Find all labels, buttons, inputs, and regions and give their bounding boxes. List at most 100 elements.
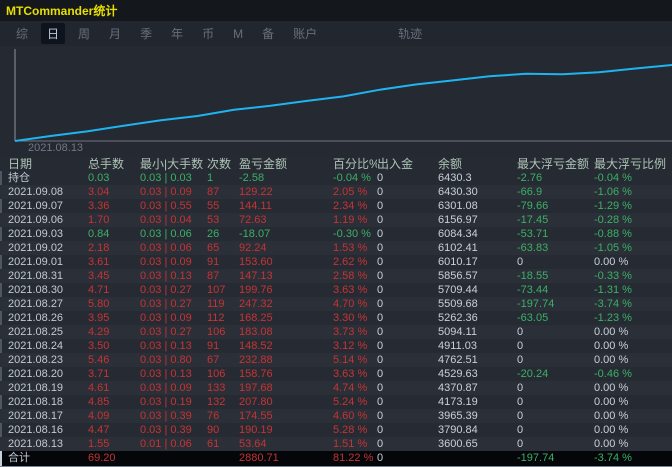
cell-inout: 0 <box>377 396 384 408</box>
cell-pct: 3.63 % <box>333 284 368 296</box>
table-row[interactable]: 2021.08.16 4.47 0.03 | 0.39 90 190.19 5.28 % 0… <box>0 423 672 437</box>
table-row[interactable]: 2021.08.18 4.85 0.03 | 0.19 132 207.80 5.24 %… <box>0 395 672 409</box>
table-row[interactable]: 2021.08.27 5.80 0.03 | 0.27 119 247.32 4.70 %… <box>0 297 672 311</box>
cell-count: 61 <box>207 438 220 450</box>
tab-综[interactable]: 综 <box>16 27 29 41</box>
cell-max-float-loss: 0 <box>517 438 524 450</box>
tab-M[interactable]: M <box>233 26 244 41</box>
cell-count: 91 <box>207 340 220 352</box>
cell-max-float-pct: -3.74 % <box>594 452 632 464</box>
tab-季[interactable]: 季 <box>140 27 153 41</box>
cell-pct: 2.34 % <box>333 200 368 212</box>
cell-inout: 0 <box>377 186 384 198</box>
table-row[interactable]: 2021.08.13 1.55 0.01 | 0.06 61 53.64 1.51 % 0 3… <box>0 437 672 451</box>
cell-balance <box>438 451 517 466</box>
table-row[interactable]: 2021.09.03 0.84 0.03 | 0.06 26 -18.07 -0.30 %… <box>0 227 672 241</box>
cell-max-float-pct: -0.28 % <box>594 214 632 226</box>
tab-轨迹[interactable]: 轨迹 <box>398 27 423 41</box>
cell-max-float-loss: -66.9 <box>517 186 543 198</box>
cell-max-float-loss: -63.83 <box>517 242 549 254</box>
equity-chart: 2021.08.13 <box>0 46 672 157</box>
table-row[interactable]: 2021.08.25 4.29 0.03 | 0.27 106 183.08 3.73 %… <box>0 325 672 339</box>
table-row[interactable]: 持仓 0.03 0.03 | 0.03 1 -2.58 -0.04 % 0 6430.3 -2.… <box>0 171 672 185</box>
cell-date: 2021.08.25 <box>8 326 64 338</box>
cell-balance: 6430.3 <box>438 172 472 184</box>
cell-date: 2021.08.23 <box>8 354 64 366</box>
cell-pnl: 207.80 <box>239 396 273 408</box>
cell-minmax-lots: 0.03 | 0.13 <box>140 340 192 352</box>
cell-pct: 1.53 % <box>333 242 368 254</box>
cell-pct: 1.51 % <box>333 438 368 450</box>
cell-date: 2021.09.08 <box>8 186 64 198</box>
cell-max-float-loss: 0 <box>517 340 524 352</box>
cell-inout: 0 <box>377 424 384 436</box>
cell-balance: 5509.68 <box>438 298 478 310</box>
cell-lots: 3.61 <box>88 256 110 268</box>
total-row[interactable]: 合计 69.20 2880.71 81.22 % 0 -197.74 -3.74 % <box>0 451 672 466</box>
table-row[interactable]: 2021.09.01 3.61 0.03 | 0.09 91 153.60 2.62 % 0… <box>0 255 672 269</box>
table-row[interactable]: 2021.09.07 3.36 0.03 | 0.55 55 144.11 2.34 % 0… <box>0 199 672 213</box>
table-row[interactable]: 2021.08.31 3.45 0.03 | 0.13 87 147.13 2.58 % 0… <box>0 269 672 283</box>
tab-币[interactable]: 币 <box>202 27 215 41</box>
tab-年[interactable]: 年 <box>171 27 184 41</box>
cell-lots: 3.50 <box>88 340 110 352</box>
cell-date: 2021.09.01 <box>8 256 64 268</box>
cell-pnl: 72.63 <box>239 214 267 226</box>
cell-max-float-pct: 0.00 % <box>594 340 629 352</box>
cell-pnl: 148.52 <box>239 340 273 352</box>
cell-lots: 3.45 <box>88 270 110 282</box>
table-row[interactable]: 2021.08.20 3.71 0.03 | 0.13 106 158.76 3.63 %… <box>0 367 672 381</box>
cell-balance: 6430.30 <box>438 186 478 198</box>
cell-date: 2021.08.17 <box>8 410 64 422</box>
equity-chart-canvas <box>14 49 672 142</box>
tab-账户[interactable]: 账户 <box>293 27 318 41</box>
cell-pnl: 2880.71 <box>239 452 279 464</box>
cell-date: 持仓 <box>8 172 30 184</box>
table-row[interactable]: 2021.09.08 3.04 0.03 | 0.09 87 129.22 2.05 % 0… <box>0 185 672 199</box>
cell-lots: 3.71 <box>88 368 110 380</box>
cell-pnl: 92.24 <box>239 242 267 254</box>
tab-日[interactable]: 日 <box>41 23 66 44</box>
cell-count: 87 <box>207 186 220 198</box>
cell-date: 2021.08.18 <box>8 396 64 408</box>
cell-pnl: 53.64 <box>239 438 267 450</box>
cell-inout: 0 <box>377 354 384 366</box>
titlebar[interactable]: MTCommander统计 <box>0 0 672 21</box>
cell-count: 87 <box>207 270 220 282</box>
table-row[interactable]: 2021.09.02 2.18 0.03 | 0.06 65 92.24 1.53 % 0 6… <box>0 241 672 255</box>
cell-max-float-pct: -0.33 % <box>594 270 632 282</box>
cell-max-float-loss: 0 <box>517 382 524 394</box>
cell-lots: 3.04 <box>88 186 110 198</box>
table-row[interactable]: 2021.08.23 5.46 0.03 | 0.80 67 232.88 5.14 % 0… <box>0 353 672 367</box>
cell-pct: 3.73 % <box>333 326 368 338</box>
cell-max-float-loss: 0 <box>517 424 524 436</box>
equity-line <box>14 64 672 142</box>
table-row[interactable]: 2021.08.30 4.71 0.03 | 0.27 107 199.76 3.63 %… <box>0 283 672 297</box>
table-header-row: 日期 总手数 最小|大手数 次数 盈亏金额 百分比% 出入金 余额 最大浮亏金额 最大浮亏比例 <box>0 157 672 171</box>
cell-minmax-lots: 0.03 | 0.09 <box>140 256 192 268</box>
cell-lots: 0.03 <box>88 172 110 184</box>
cell-date: 2021.08.31 <box>8 270 64 282</box>
table-row[interactable]: 2021.08.26 3.95 0.03 | 0.09 112 168.25 3.30 %… <box>0 311 672 325</box>
cell-lots: 69.20 <box>88 452 116 464</box>
cell-pnl: 197.68 <box>239 382 273 394</box>
cell-count: 106 <box>207 326 226 338</box>
cell-date: 2021.08.26 <box>8 312 64 324</box>
table-row[interactable]: 2021.08.24 3.50 0.03 | 0.13 91 148.52 3.12 % 0… <box>0 339 672 353</box>
cell-lots: 1.70 <box>88 214 110 226</box>
cell-pct: 5.24 % <box>333 396 368 408</box>
cell-max-float-pct: -1.29 % <box>594 200 632 212</box>
cell-max-float-loss: -20.24 <box>517 368 549 380</box>
tab-备[interactable]: 备 <box>262 27 275 41</box>
table-row[interactable]: 2021.09.06 1.70 0.03 | 0.04 53 72.63 1.19 % 0 6… <box>0 213 672 227</box>
cell-pnl: -18.07 <box>239 228 271 240</box>
cell-lots: 4.85 <box>88 396 110 408</box>
cell-minmax-lots: 0.03 | 0.27 <box>140 284 192 296</box>
tab-周[interactable]: 周 <box>78 27 91 41</box>
cell-lots: 4.71 <box>88 284 110 296</box>
tab-月[interactable]: 月 <box>109 27 122 41</box>
table-row[interactable]: 2021.08.19 4.61 0.03 | 0.09 133 197.68 4.74 %… <box>0 381 672 395</box>
table-row[interactable]: 2021.08.17 4.09 0.03 | 0.39 76 174.55 4.60 % 0… <box>0 409 672 423</box>
cell-max-float-pct: 0.00 % <box>594 382 629 394</box>
cell-date: 2021.09.07 <box>8 200 64 212</box>
